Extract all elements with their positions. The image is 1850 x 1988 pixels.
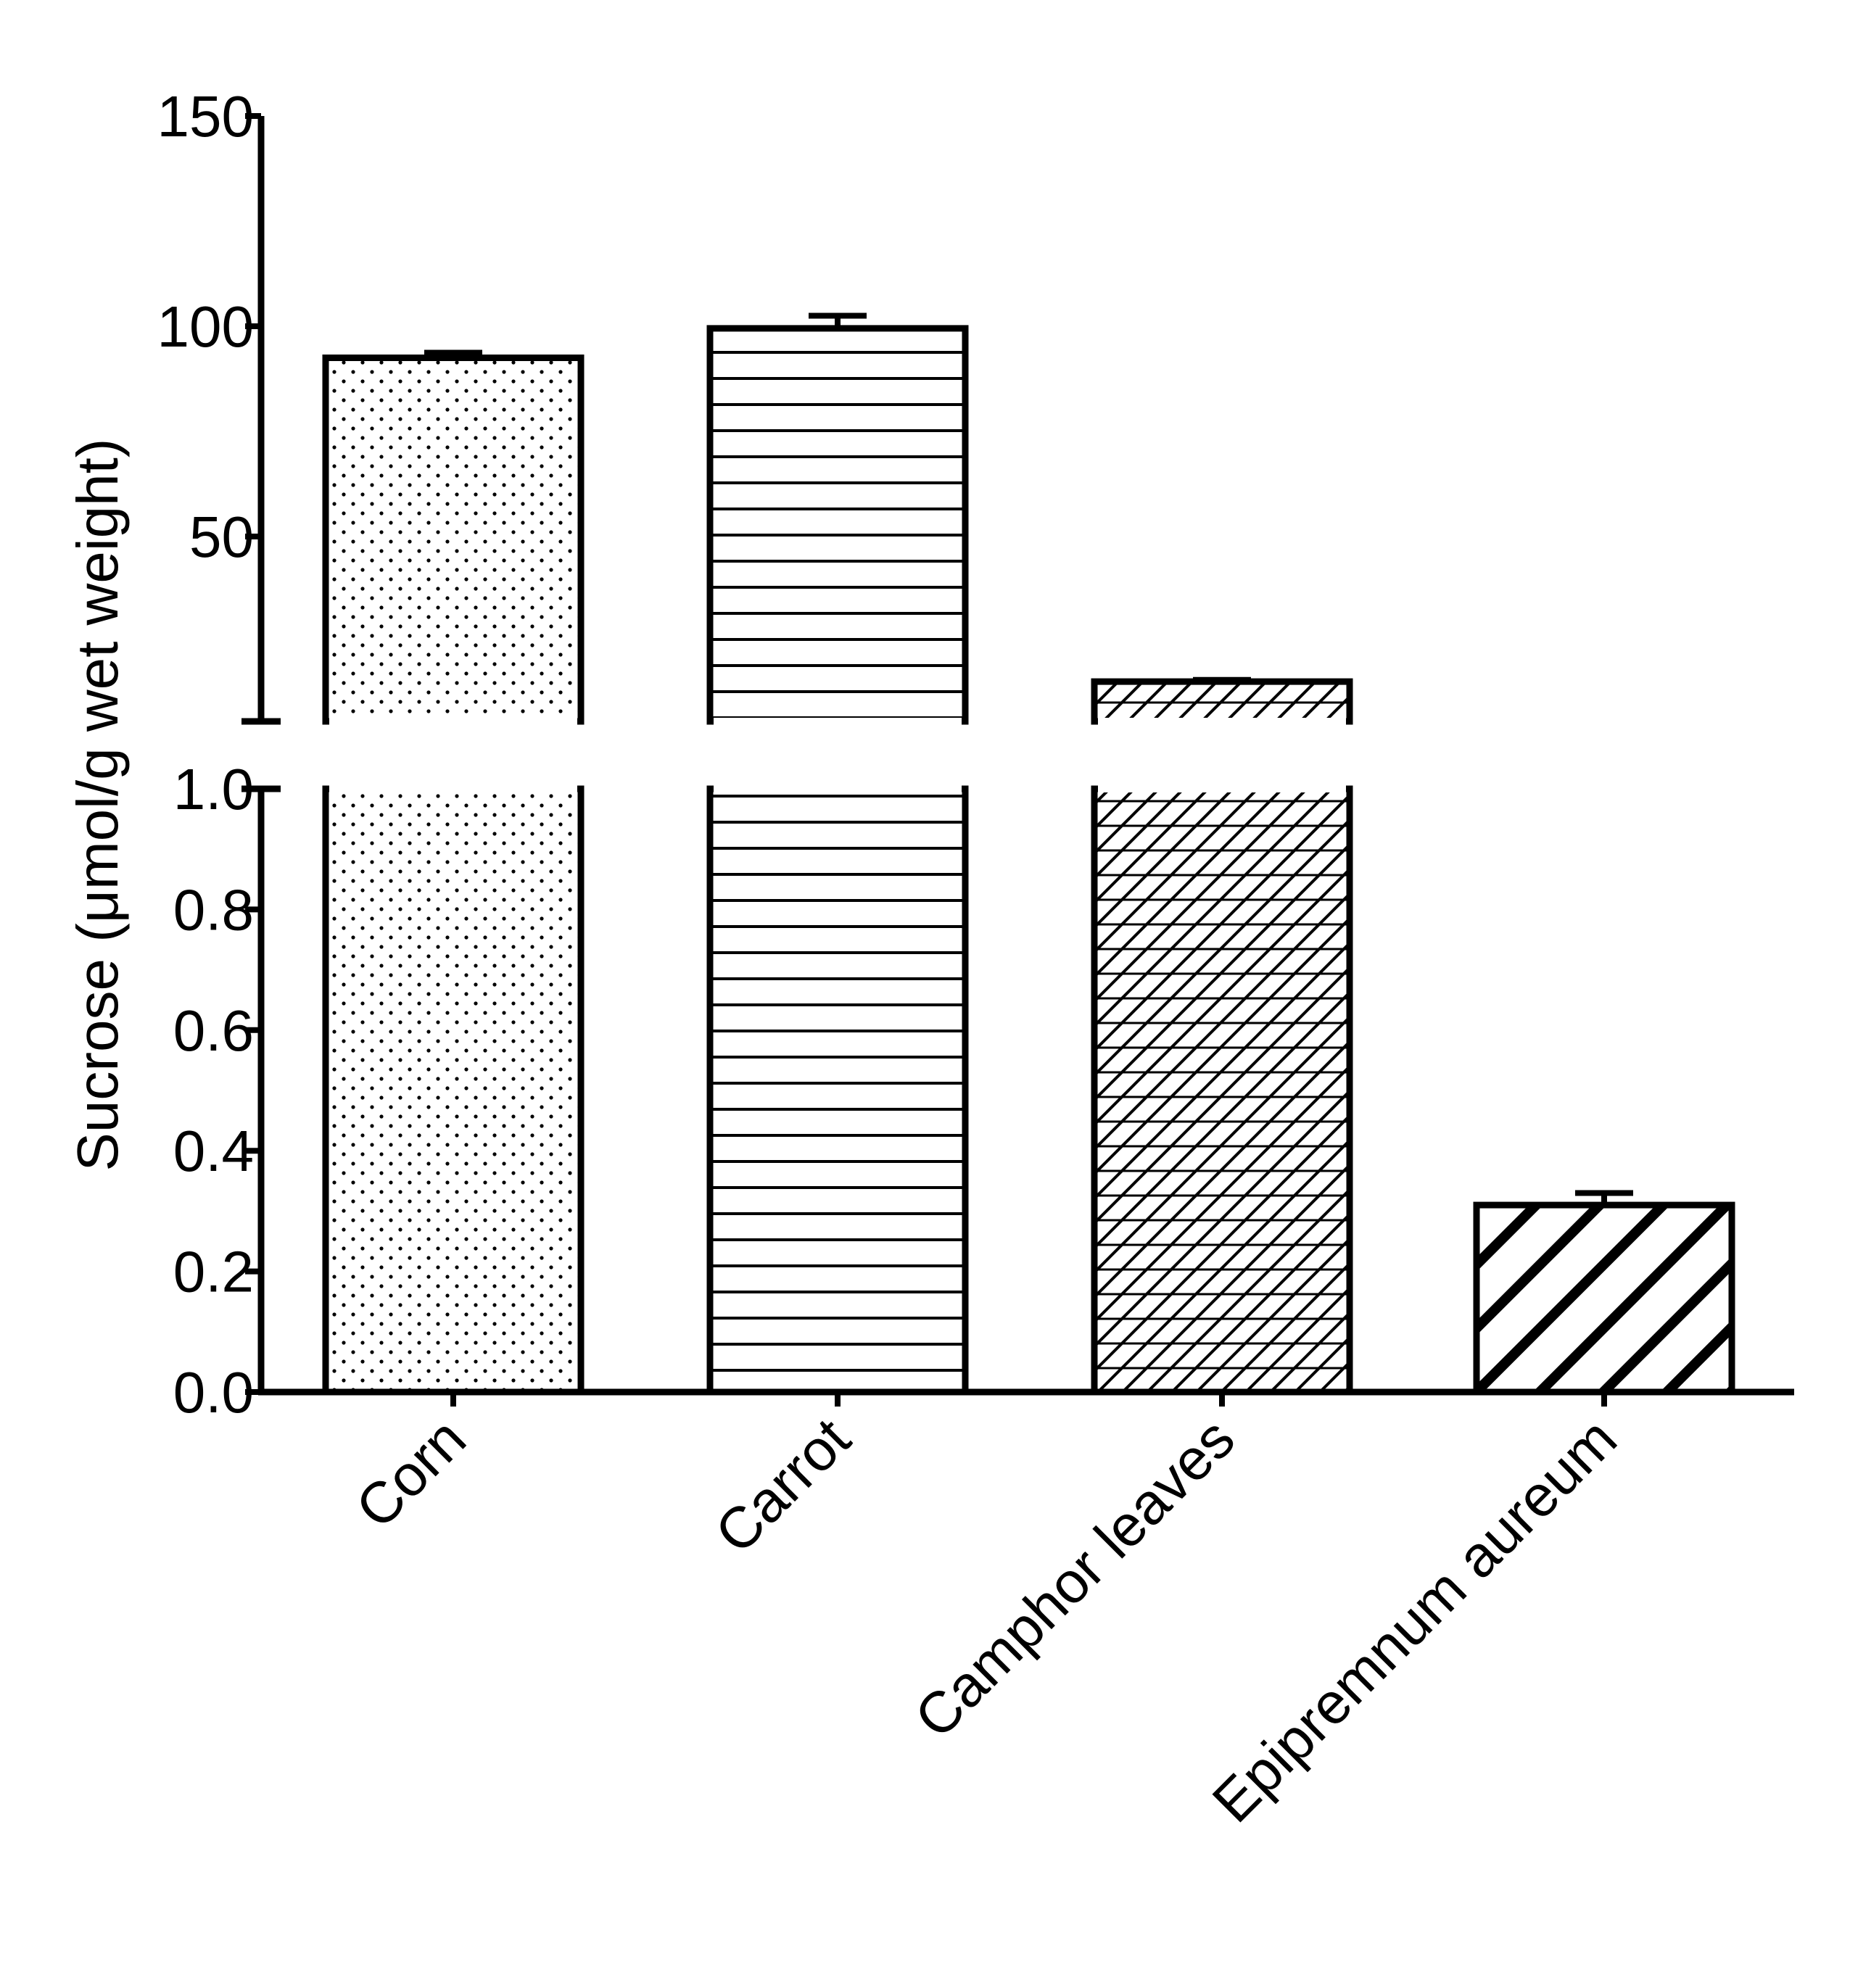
x-tick-label: Camphor leaves bbox=[902, 1406, 1247, 1750]
y-tick-label: 0.6 bbox=[173, 998, 254, 1063]
y-tick-label: 1.0 bbox=[173, 757, 254, 821]
bar-camphor-leaves-lower bbox=[1091, 785, 1353, 1396]
y-tick-label: 0.8 bbox=[173, 877, 254, 942]
bar-carrot-upper bbox=[706, 325, 969, 725]
bar-carrot-lower bbox=[706, 785, 969, 1396]
y-tick-label: 0.4 bbox=[173, 1119, 254, 1183]
x-tick-label: Epipremnum aureum bbox=[1200, 1406, 1629, 1834]
y-tick-label: 0.2 bbox=[173, 1240, 254, 1304]
y-axis-title: Sucrose (μmol/g wet weight) bbox=[65, 439, 130, 1172]
x-tick-label: Corn bbox=[343, 1406, 478, 1541]
y-ticks-layer: 0.0 0.2 0.4 0.6 0.8 1.0 50 100 150 bbox=[157, 84, 261, 1425]
y-tick-label: 0.0 bbox=[173, 1360, 254, 1425]
bars-layer bbox=[322, 325, 1735, 1396]
y-tick-label: 100 bbox=[157, 294, 254, 359]
axes-layer bbox=[241, 116, 1794, 1407]
x-tick-label: Carrot bbox=[703, 1406, 862, 1565]
bar-corn-lower bbox=[322, 785, 585, 1396]
bar-camphor-leaves-upper bbox=[1091, 678, 1353, 725]
y-tick-label: 50 bbox=[189, 505, 254, 569]
bar-corn-upper bbox=[322, 355, 585, 725]
bar-epipremnum-aureum bbox=[1473, 1201, 1735, 1396]
y-tick-label: 150 bbox=[157, 84, 254, 149]
error-bars-layer bbox=[424, 312, 1633, 1206]
